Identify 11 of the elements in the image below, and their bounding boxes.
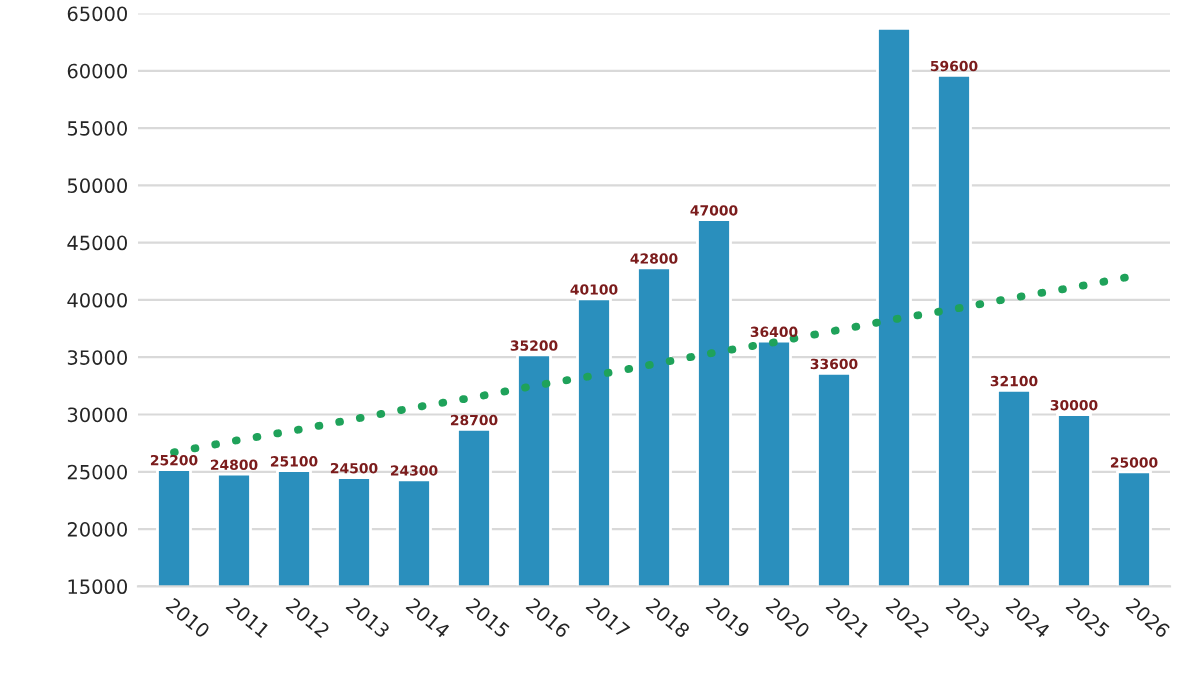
y-tick-label: 35000 [67,350,127,365]
y-tick-label: 15000 [68,579,127,595]
y-tick-label: 55000 [67,121,127,136]
y-tick-label: 65000 [67,6,127,22]
y-tick-label: 20000 [67,522,127,537]
y-tick-label: 25000 [67,464,127,480]
y-tick-label: 50000 [67,178,127,194]
y-tick-label: 60000 [67,63,127,79]
y-tick-label: 45000 [67,235,127,251]
y-tick-label: 40000 [67,292,127,308]
y-tick-label: 30000 [67,407,127,423]
